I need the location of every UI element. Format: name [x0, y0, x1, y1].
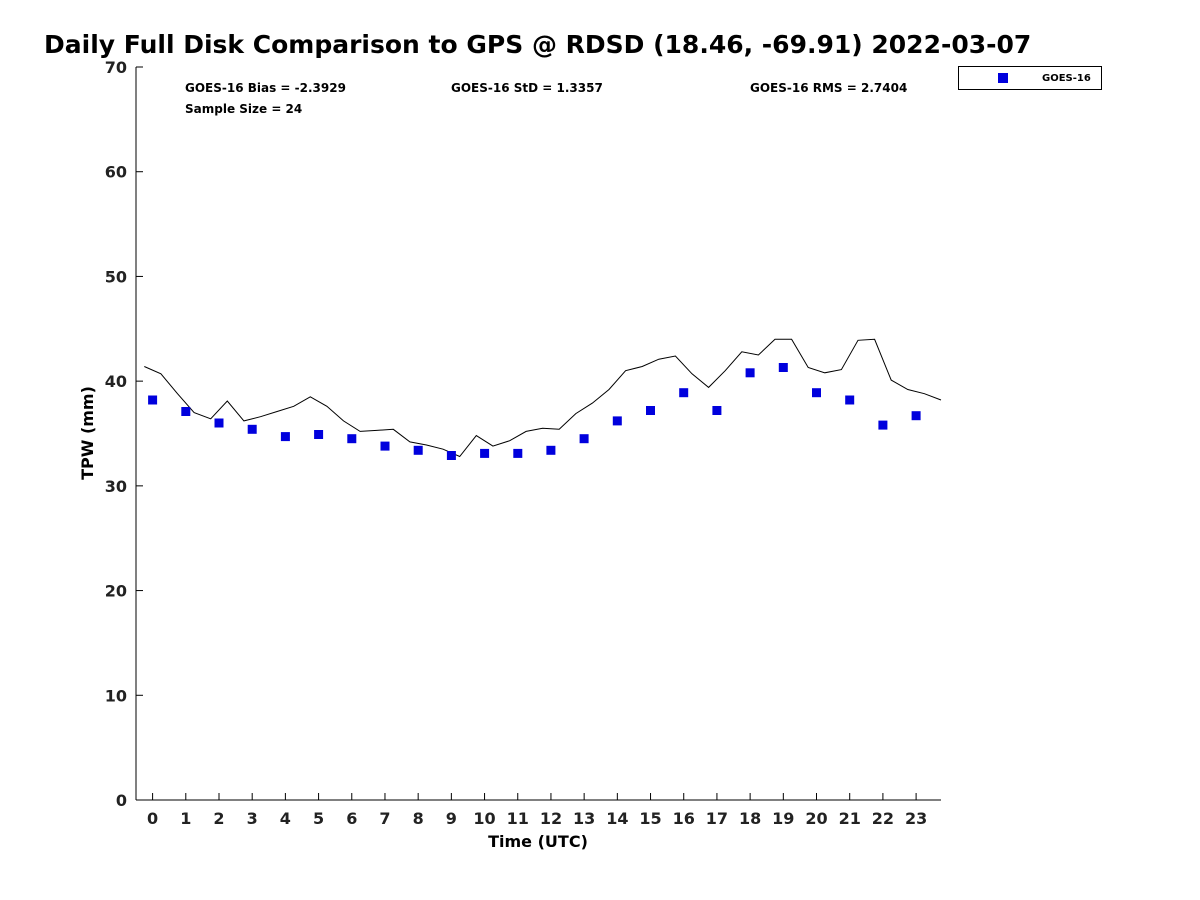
goes16-point — [446, 451, 456, 460]
stat-sample-size: Sample Size = 24 — [185, 102, 302, 116]
goes16-point — [646, 406, 655, 415]
x-tick-label: 5 — [313, 809, 324, 828]
x-tick-label: 19 — [772, 809, 794, 828]
goes16-point — [546, 445, 556, 455]
goes16-point — [812, 388, 821, 398]
goes16-point — [280, 432, 290, 442]
x-tick-label: 4 — [280, 809, 291, 828]
goes16-point — [513, 448, 523, 458]
x-tick-label: 3 — [247, 809, 258, 828]
y-tick-label: 40 — [105, 372, 127, 391]
y-tick-label: 50 — [105, 267, 127, 286]
goes16-point — [247, 424, 257, 434]
goes16-point — [612, 416, 622, 426]
goes16-point — [380, 441, 390, 451]
stat-rms: GOES-16 RMS = 2.7404 — [750, 81, 907, 95]
goes16-point — [181, 407, 191, 416]
x-tick-label: 13 — [573, 809, 595, 828]
goes16-point — [679, 388, 689, 398]
x-tick-label: 15 — [639, 809, 661, 828]
legend-box — [958, 66, 1102, 90]
y-tick-label: 30 — [105, 477, 127, 496]
x-tick-label: 8 — [413, 809, 424, 828]
x-tick-label: 21 — [839, 809, 861, 828]
x-tick-label: 9 — [446, 809, 457, 828]
goes16-point — [712, 406, 722, 415]
legend-marker-goes16 — [998, 73, 1008, 83]
x-tick-label: 17 — [706, 809, 728, 828]
x-tick-label: 2 — [213, 809, 224, 828]
goes16-point — [745, 368, 755, 378]
x-tick-label: 1 — [180, 809, 191, 828]
y-tick-label: 0 — [116, 791, 127, 810]
x-tick-label: 20 — [805, 809, 827, 828]
goes16-point — [480, 448, 490, 458]
legend-label-goes16: GOES-16 — [1042, 73, 1091, 84]
x-tick-label: 18 — [739, 809, 761, 828]
y-tick-label: 20 — [105, 582, 127, 601]
goes16-point — [347, 434, 357, 444]
y-tick-label: 60 — [105, 163, 127, 182]
x-tick-label: 6 — [346, 809, 357, 828]
x-tick-label: 14 — [606, 809, 628, 828]
y-axis-label: TPW (mm) — [78, 386, 97, 480]
goes16-point — [148, 395, 158, 405]
chart-title: Daily Full Disk Comparison to GPS @ RDSD… — [44, 30, 1032, 59]
x-tick-label: 10 — [473, 809, 495, 828]
x-axis-label: Time (UTC) — [488, 832, 588, 851]
y-tick-label: 70 — [105, 58, 127, 77]
x-tick-label: 0 — [147, 809, 158, 828]
stat-bias: GOES-16 Bias = -2.3929 — [185, 81, 346, 95]
goes16-point — [314, 430, 324, 439]
goes16-point — [778, 363, 788, 372]
stat-std: GOES-16 StD = 1.3357 — [451, 81, 603, 95]
goes16-point — [878, 420, 888, 430]
goes16-point — [413, 445, 423, 455]
goes16-point — [214, 418, 224, 428]
gps-series-line — [144, 338, 942, 458]
x-tick-label: 22 — [872, 809, 894, 828]
goes16-point — [911, 411, 921, 421]
goes16-point — [845, 395, 855, 405]
x-tick-label: 7 — [379, 809, 390, 828]
x-tick-label: 12 — [540, 809, 562, 828]
y-tick-label: 10 — [105, 686, 127, 705]
goes16-point — [579, 434, 589, 444]
legend: GOES-16 — [958, 66, 1102, 90]
x-tick-label: 11 — [507, 809, 529, 828]
x-tick-label: 23 — [905, 809, 927, 828]
x-tick-label: 16 — [673, 809, 695, 828]
